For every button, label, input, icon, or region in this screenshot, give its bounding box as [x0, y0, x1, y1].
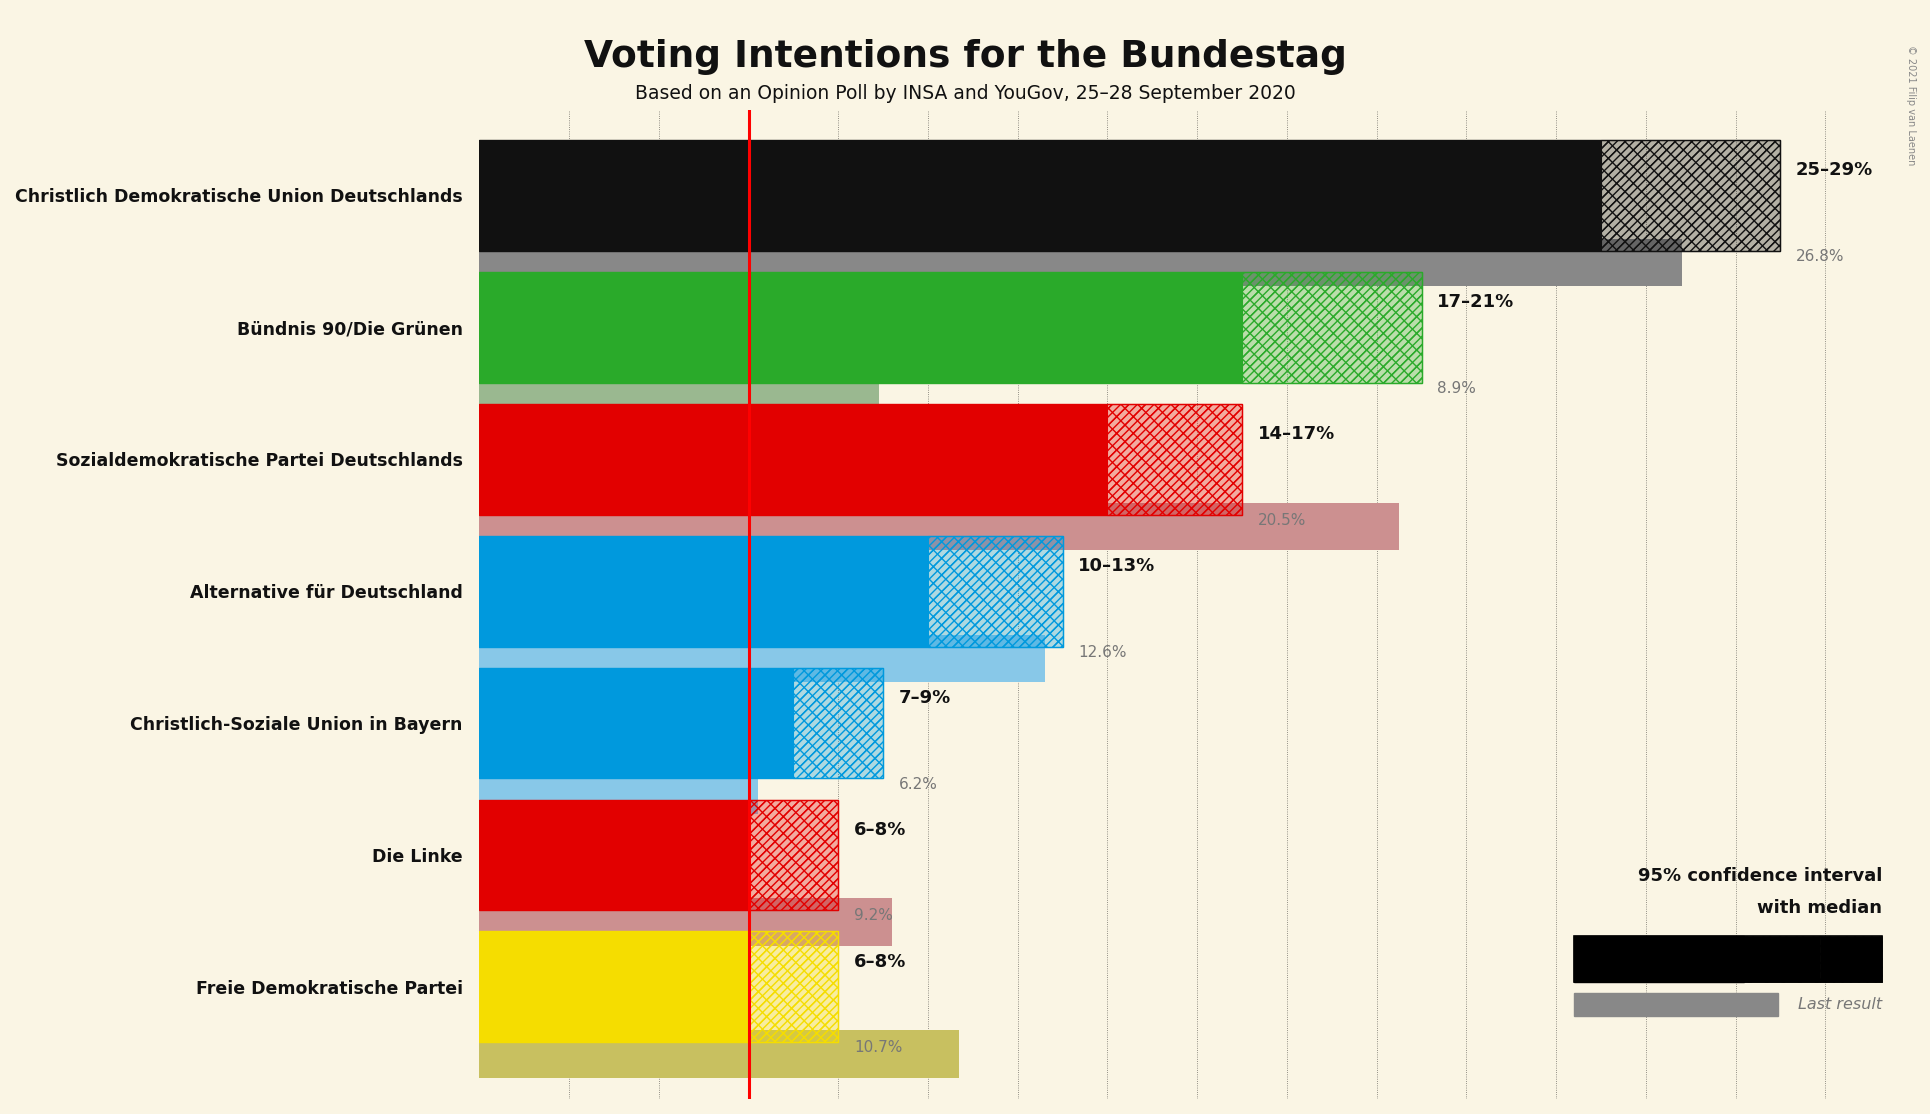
Text: 9.2%: 9.2% — [853, 908, 894, 924]
Bar — [479, 536, 928, 646]
Text: 8.9%: 8.9% — [1438, 381, 1476, 395]
Text: 26.8%: 26.8% — [1797, 248, 1845, 264]
Text: Based on an Opinion Poll by INSA and YouGov, 25–28 September 2020: Based on an Opinion Poll by INSA and You… — [635, 84, 1295, 102]
Bar — [479, 272, 1243, 383]
Text: 10–13%: 10–13% — [1079, 557, 1156, 575]
Bar — [1243, 272, 1422, 383]
Bar — [1820, 936, 1882, 981]
Bar — [749, 931, 838, 1043]
Bar — [1573, 936, 1882, 981]
Bar — [479, 240, 1681, 286]
Bar — [479, 800, 838, 910]
Bar — [928, 536, 1063, 646]
Bar — [1243, 272, 1422, 383]
Bar — [479, 899, 892, 946]
Bar — [479, 371, 878, 419]
Bar — [479, 800, 749, 910]
Text: © 2021 Filip van Laenen: © 2021 Filip van Laenen — [1907, 45, 1916, 165]
Bar — [793, 667, 884, 779]
Text: 14–17%: 14–17% — [1258, 426, 1336, 443]
Bar — [793, 667, 884, 779]
Bar — [793, 667, 884, 779]
Bar — [479, 766, 758, 814]
Text: 12.6%: 12.6% — [1079, 645, 1127, 659]
Text: 20.5%: 20.5% — [1258, 512, 1307, 528]
Bar — [749, 800, 838, 910]
Bar — [1573, 936, 1743, 981]
Text: with median: with median — [1758, 899, 1882, 917]
Bar — [479, 140, 1602, 251]
Bar — [479, 931, 838, 1043]
Bar — [1602, 140, 1779, 251]
Bar — [479, 272, 1422, 383]
Bar — [479, 536, 1063, 646]
Text: 6.2%: 6.2% — [899, 776, 938, 792]
Bar — [479, 502, 1399, 550]
Bar — [749, 931, 838, 1043]
Text: Last result: Last result — [1799, 997, 1882, 1013]
Bar — [479, 635, 1044, 682]
Bar — [1108, 404, 1243, 515]
Text: 6–8%: 6–8% — [853, 821, 907, 839]
Text: 17–21%: 17–21% — [1438, 293, 1515, 312]
Bar — [1243, 272, 1422, 383]
Bar — [479, 140, 1779, 251]
Text: 95% confidence interval: 95% confidence interval — [1639, 867, 1882, 885]
Bar — [479, 404, 1108, 515]
Text: 10.7%: 10.7% — [853, 1040, 903, 1055]
Bar — [749, 800, 838, 910]
Bar — [1602, 140, 1779, 251]
Bar — [1573, 994, 1778, 1016]
Bar — [749, 931, 838, 1043]
Bar — [1108, 404, 1243, 515]
Bar — [479, 667, 793, 779]
Bar — [1743, 936, 1820, 981]
Bar — [1602, 140, 1779, 251]
Text: 6–8%: 6–8% — [853, 952, 907, 971]
Text: 25–29%: 25–29% — [1797, 162, 1874, 179]
Bar — [479, 404, 1243, 515]
Text: Voting Intentions for the Bundestag: Voting Intentions for the Bundestag — [583, 39, 1347, 75]
Bar — [928, 536, 1063, 646]
Bar — [928, 536, 1063, 646]
Bar — [479, 667, 884, 779]
Bar — [479, 1030, 959, 1078]
Bar — [1108, 404, 1243, 515]
Bar — [749, 800, 838, 910]
Text: 7–9%: 7–9% — [899, 690, 951, 707]
Bar — [479, 931, 749, 1043]
